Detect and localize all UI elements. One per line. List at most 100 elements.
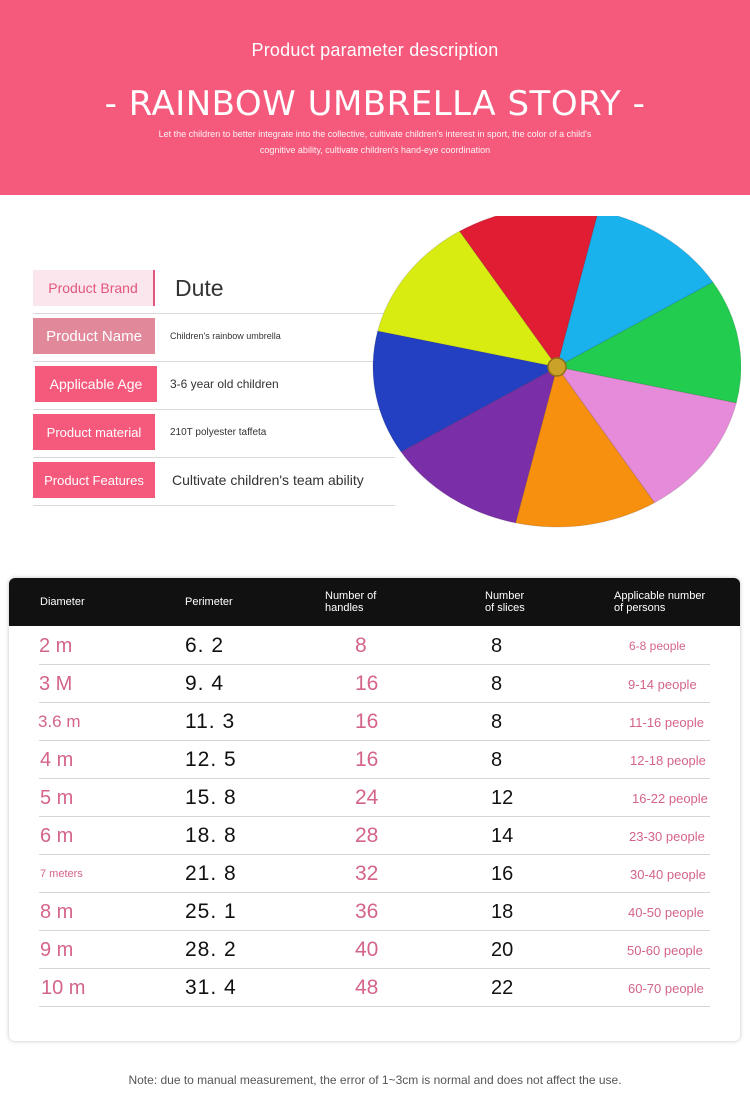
- row-divider: [39, 968, 710, 969]
- table-row: 6 m 18. 8 28 14 23-30 people: [9, 817, 740, 855]
- cell-persons: 30-40 people: [630, 866, 706, 882]
- cell-handles: 24: [355, 786, 379, 809]
- size-table: Diameter Perimeter Number of handles Num…: [9, 578, 740, 1041]
- umbrella-slice: [400, 366, 558, 524]
- cell-diameter: 5 m: [40, 786, 74, 809]
- param-row-brand: Product Brand Dute: [33, 266, 395, 314]
- cell-slices: 8: [491, 710, 503, 733]
- param-value: Children's rainbow umbrella: [170, 331, 281, 341]
- table-row: 2 m 6. 2 8 8 6-8 people: [9, 627, 740, 665]
- row-divider: [39, 664, 710, 665]
- cell-persons: 12-18 people: [630, 752, 706, 768]
- divider: [33, 361, 395, 362]
- cell-handles: 16: [355, 710, 379, 733]
- umbrella-slice: [514, 365, 656, 528]
- header-persons: Applicable number of persons: [614, 578, 705, 626]
- param-value: 3-6 year old children: [170, 377, 279, 391]
- cell-diameter: 6 m: [40, 824, 74, 847]
- table-row: 4 m 12. 5 16 8 12-18 people: [9, 741, 740, 779]
- umbrella-slice: [372, 330, 559, 453]
- header-title: - RAINBOW UMBRELLA STORY -: [104, 84, 646, 124]
- cell-diameter: 4 m: [40, 748, 74, 771]
- cell-slices: 8: [491, 748, 503, 771]
- param-label: Product Name: [33, 318, 155, 354]
- table-row: 5 m 15. 8 24 12 16-22 people: [9, 779, 740, 817]
- umbrella-slices: [372, 216, 741, 528]
- table-row: 10 m 31. 4 48 22 60-70 people: [9, 969, 740, 1007]
- cell-diameter: 10 m: [41, 976, 86, 999]
- cell-persons: 60-70 people: [628, 980, 704, 996]
- cell-persons: 9-14 people: [628, 676, 697, 692]
- cell-perimeter: 15. 8: [185, 786, 237, 809]
- umbrella-slice: [458, 216, 598, 369]
- row-divider: [39, 892, 710, 893]
- param-label: Product Brand: [33, 270, 155, 306]
- cell-handles: 48: [355, 976, 379, 999]
- param-value: Cultivate children's team ability: [172, 472, 364, 488]
- cell-persons: 16-22 people: [632, 790, 708, 806]
- umbrella-center-cap: [547, 357, 567, 377]
- cell-handles: 8: [355, 634, 367, 657]
- table-row: 9 m 28. 2 40 20 50-60 people: [9, 931, 740, 969]
- row-divider: [39, 930, 710, 931]
- row-divider: [39, 816, 710, 817]
- cell-perimeter: 9. 4: [185, 672, 225, 695]
- cell-handles: 40: [355, 938, 379, 961]
- divider: [33, 457, 395, 458]
- cell-handles: 28: [355, 824, 379, 847]
- param-row-name: Product Name Children's rainbow umbrella: [33, 314, 395, 362]
- umbrella-slice: [555, 366, 737, 504]
- divider: [33, 505, 395, 506]
- cell-slices: 22: [491, 976, 514, 999]
- param-label: Applicable Age: [35, 366, 157, 402]
- row-divider: [39, 702, 710, 703]
- cell-persons: 11-16 people: [629, 714, 704, 730]
- cell-slices: 18: [491, 900, 514, 923]
- param-value: 210T polyester taffeta: [170, 426, 267, 438]
- row-divider: [39, 854, 710, 855]
- row-divider: [39, 1006, 710, 1007]
- param-label: Product material: [33, 414, 155, 450]
- header-persons-line1: Applicable number: [614, 590, 706, 602]
- header-description: Let the children to better integrate int…: [158, 129, 592, 155]
- header-handles-line1: Number of: [325, 590, 377, 602]
- cell-diameter: 8 m: [40, 900, 74, 923]
- cell-slices: 14: [491, 824, 514, 847]
- cell-diameter: 2 m: [39, 634, 73, 657]
- cell-handles: 16: [355, 748, 379, 771]
- cell-persons: 23-30 people: [629, 828, 705, 844]
- umbrella-slice: [377, 230, 559, 368]
- table-row: 3.6 m 11. 3 16 8 11-16 people: [9, 703, 740, 741]
- umbrella-slice: [555, 281, 741, 404]
- cell-persons: 50-60 people: [627, 942, 703, 958]
- header-slices-line2: of slices: [485, 602, 525, 614]
- header-persons-line2: of persons: [614, 602, 666, 614]
- header-subtitle: Product parameter description: [251, 40, 499, 60]
- cell-diameter: 3 M: [39, 672, 73, 695]
- header-handles: Number of handles: [325, 578, 376, 626]
- param-label: Product Features: [33, 462, 155, 498]
- param-row-material: Product material 210T polyester taffeta: [33, 410, 395, 458]
- param-row-age: Applicable Age 3-6 year old children: [33, 362, 395, 410]
- cell-handles: 36: [355, 900, 379, 923]
- cell-diameter: 3.6 m: [38, 712, 81, 731]
- cell-perimeter: 6. 2: [185, 634, 225, 657]
- table-row: 8 m 25. 1 36 18 40-50 people: [9, 893, 740, 931]
- row-divider: [39, 740, 710, 741]
- cell-perimeter: 21. 8: [185, 862, 237, 885]
- umbrella-slice: [556, 216, 714, 368]
- rainbow-umbrella-image: [372, 216, 741, 528]
- header-perimeter: Perimeter: [185, 596, 233, 608]
- table-row: 3 M 9. 4 16 8 9-14 people: [9, 665, 740, 703]
- cell-slices: 16: [491, 862, 514, 885]
- header-slices-line1: Number: [485, 590, 525, 602]
- param-value: Dute: [175, 274, 224, 301]
- cell-persons: 40-50 people: [628, 904, 704, 920]
- header-handles-line2: handles: [325, 602, 364, 614]
- cell-persons: 6-8 people: [629, 639, 686, 653]
- cell-slices: 12: [491, 786, 514, 809]
- cell-handles: 16: [355, 672, 379, 695]
- divider: [33, 409, 395, 410]
- cell-perimeter: 12. 5: [185, 748, 237, 771]
- cell-perimeter: 28. 2: [185, 938, 237, 961]
